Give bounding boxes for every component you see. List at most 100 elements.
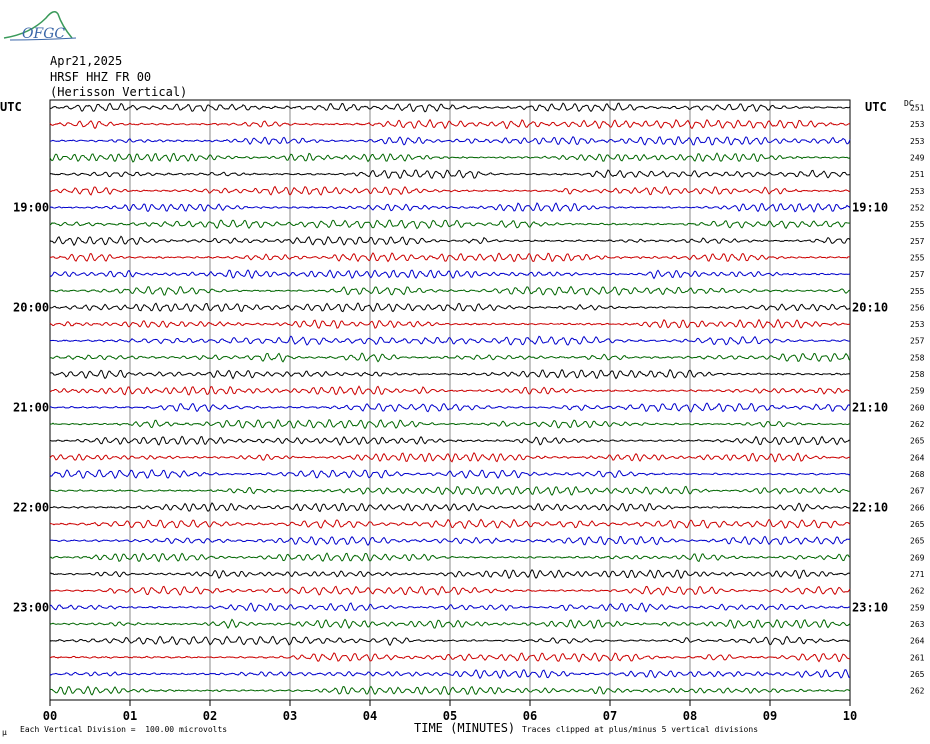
logo-swoosh-icon — [3, 11, 77, 41]
trace-21 — [49, 451, 851, 463]
dc-offset-19: 262 — [910, 420, 925, 429]
dc-offset-20: 265 — [910, 437, 925, 446]
trace-15 — [49, 352, 851, 363]
x-tick-label-00: 00 — [43, 709, 57, 723]
right-time-label-20:10: 20:10 — [852, 300, 888, 314]
header-location: (Herisson Vertical) — [50, 85, 188, 99]
trace-2 — [49, 135, 851, 146]
trace-19 — [49, 419, 851, 430]
trace-1 — [49, 118, 851, 130]
x-tick-label-01: 01 — [123, 709, 137, 723]
trace-18 — [49, 402, 851, 413]
dc-offset-30: 259 — [910, 603, 925, 612]
trace-8 — [49, 235, 851, 247]
dc-offset-10: 257 — [910, 270, 925, 279]
trace-13 — [49, 318, 851, 329]
footer-small-mark: μ — [2, 728, 7, 737]
dc-offset-22: 268 — [910, 470, 925, 479]
dc-offset-21: 264 — [910, 453, 925, 462]
dc-offset-18: 260 — [910, 403, 925, 412]
right-time-label-23:10: 23:10 — [852, 600, 888, 614]
trace-29 — [49, 585, 851, 596]
dc-offset-28: 271 — [910, 570, 925, 579]
dc-offset-23: 267 — [910, 487, 925, 496]
trace-6 — [49, 202, 851, 213]
x-tick-label-02: 02 — [203, 709, 217, 723]
trace-28 — [49, 568, 851, 580]
left-time-label-19:00: 19:00 — [13, 200, 49, 214]
dc-offset-15: 258 — [910, 353, 925, 362]
trace-10 — [49, 269, 851, 280]
dc-offset-0: 251 — [910, 104, 925, 113]
dc-offset-6: 252 — [910, 203, 925, 212]
x-tick-label-06: 06 — [523, 709, 537, 723]
trace-9 — [49, 252, 851, 263]
dc-offset-12: 256 — [910, 303, 925, 312]
dc-offset-16: 258 — [910, 370, 925, 379]
x-tick-label-03: 03 — [283, 709, 297, 723]
dc-offset-4: 251 — [910, 170, 925, 179]
x-tick-label-04: 04 — [363, 709, 377, 723]
x-tick-label-05: 05 — [443, 709, 457, 723]
left-utc-title: UTC — [0, 100, 22, 114]
left-time-label-23:00: 23:00 — [13, 600, 49, 614]
dc-offset-34: 265 — [910, 670, 925, 679]
left-time-label-22:00: 22:00 — [13, 500, 49, 514]
x-tick-label-10: 10 — [843, 709, 857, 723]
trace-25 — [49, 518, 851, 530]
trace-23 — [49, 485, 851, 496]
left-time-label-20:00: 20:00 — [13, 300, 49, 314]
trace-7 — [49, 219, 851, 230]
header-date: Apr21,2025 — [50, 54, 123, 68]
trace-12 — [49, 302, 851, 313]
trace-14 — [49, 335, 851, 346]
trace-11 — [49, 285, 851, 296]
trace-26 — [49, 535, 851, 546]
dc-offset-25: 265 — [910, 520, 925, 529]
dc-offset-26: 265 — [910, 537, 925, 546]
trace-31 — [49, 618, 851, 630]
right-time-label-19:10: 19:10 — [852, 200, 888, 214]
dc-offset-5: 253 — [910, 187, 925, 196]
dc-offset-3: 249 — [910, 153, 925, 162]
trace-0 — [49, 102, 851, 113]
dc-offset-2: 253 — [910, 137, 925, 146]
x-tick-label-08: 08 — [683, 709, 697, 723]
right-time-label-21:10: 21:10 — [852, 400, 888, 414]
header-station: HRSF HHZ FR 00 — [50, 70, 152, 84]
footer-division-note: Each Vertical Division = 100.00 microvol… — [20, 725, 228, 734]
dc-offset-13: 253 — [910, 320, 925, 329]
dc-offset-8: 257 — [910, 237, 925, 246]
trace-5 — [49, 185, 851, 196]
dc-offset-11: 255 — [910, 287, 925, 296]
left-time-label-21:00: 21:00 — [13, 400, 49, 414]
dc-offset-1: 253 — [910, 120, 925, 129]
footer-clip-note: Traces clipped at plus/minus 5 vertical … — [522, 725, 759, 734]
x-tick-label-09: 09 — [763, 709, 777, 723]
dc-offset-14: 257 — [910, 337, 925, 346]
trace-32 — [49, 635, 851, 646]
x-axis-label: TIME (MINUTES) — [414, 721, 516, 735]
ofgc-logo — [0, 4, 80, 48]
trace-16 — [49, 368, 851, 380]
trace-22 — [49, 469, 851, 480]
dc-offset-35: 262 — [910, 687, 925, 696]
trace-4 — [49, 169, 851, 180]
right-utc-title: UTC — [865, 100, 887, 114]
trace-30 — [49, 602, 851, 613]
dc-offset-29: 262 — [910, 587, 925, 596]
trace-24 — [49, 502, 851, 513]
dc-offset-7: 255 — [910, 220, 925, 229]
dc-offset-33: 261 — [910, 653, 925, 662]
trace-17 — [49, 385, 851, 396]
trace-27 — [49, 552, 851, 563]
trace-33 — [49, 652, 851, 663]
trace-3 — [49, 152, 851, 163]
x-tick-label-07: 07 — [603, 709, 617, 723]
dc-offset-17: 259 — [910, 387, 925, 396]
dc-offset-27: 269 — [910, 553, 925, 562]
trace-34 — [49, 669, 851, 680]
trace-20 — [49, 435, 851, 446]
dc-header: DC — [904, 99, 914, 108]
